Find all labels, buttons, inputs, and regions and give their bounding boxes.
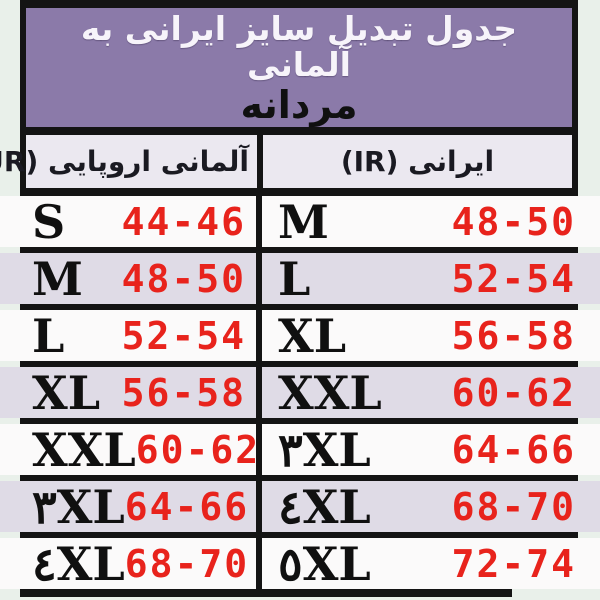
eur-cell: XL 56-58 <box>0 367 262 418</box>
ir-size-range: 52-54 <box>451 256 576 301</box>
ir-size-label: ٤XL <box>278 479 371 534</box>
ir-size-range: 72-74 <box>451 541 576 586</box>
eur-size-label: L <box>32 308 65 363</box>
row-divider <box>20 418 578 424</box>
row-divider <box>20 532 578 538</box>
ir-size-range: 48-50 <box>451 199 576 244</box>
table-row: M 48-50 L 52-54 <box>0 253 600 304</box>
table-row: ٤XL 68-70 ٥XL 72-74 <box>0 538 600 589</box>
page-title: جدول تبدیل سایز ایرانی به آلمانی <box>80 8 518 85</box>
ir-size-range: 68-70 <box>451 484 576 529</box>
eur-size-range: 60-62 <box>135 427 261 472</box>
ir-cell: ۳XL 64-66 <box>262 424 600 475</box>
eur-cell: M 48-50 <box>0 253 262 304</box>
table-row: L 52-54 XL 56-58 <box>0 310 600 361</box>
table-row: ۳XL 64-66 ٤XL 68-70 <box>0 481 600 532</box>
row-divider <box>20 304 578 310</box>
ir-size-label: ۳XL <box>278 422 371 477</box>
eur-cell: S 44-46 <box>0 196 262 247</box>
ir-size-label: M <box>278 194 329 249</box>
ir-size-label: XXL <box>278 365 382 420</box>
eur-size-label: S <box>32 194 66 249</box>
ir-cell: ٤XL 68-70 <box>262 481 600 532</box>
ir-cell: ٥XL 72-74 <box>262 538 600 589</box>
ir-size-range: 60-62 <box>451 370 576 415</box>
subtitle-mens: مردانه <box>240 83 358 128</box>
eur-size-range: 48-50 <box>121 256 246 301</box>
table-row: S 44-46 M 48-50 <box>0 196 600 247</box>
eur-cell: ٤XL 68-70 <box>0 538 262 589</box>
row-divider <box>20 475 578 481</box>
table-row: XXL 60-62 ۳XL 64-66 <box>0 424 600 475</box>
column-headers: آلمانی اروپایی (EUR) ایرانی (IR) <box>0 127 578 196</box>
ir-size-range: 56-58 <box>451 313 576 358</box>
ir-cell: XL 56-58 <box>262 310 600 361</box>
row-divider <box>20 361 578 367</box>
eur-cell: XXL 60-62 <box>0 424 262 475</box>
title-banner: جدول تبدیل سایز ایرانی به آلمانی مردانه <box>20 0 578 127</box>
eur-size-range: 64-66 <box>124 484 250 529</box>
ir-size-label: ٥XL <box>278 536 371 591</box>
header-eur-column: آلمانی اروپایی (EUR) <box>0 135 263 188</box>
eur-size-label: ۳XL <box>32 479 125 534</box>
eur-size-label: M <box>32 251 83 306</box>
ir-size-range: 64-66 <box>451 427 576 472</box>
ir-size-label: XL <box>278 308 347 363</box>
row-divider <box>20 247 578 253</box>
table-bottom-border <box>20 589 512 597</box>
eur-size-range: 56-58 <box>121 370 246 415</box>
eur-size-range: 52-54 <box>121 313 246 358</box>
ir-size-label: L <box>278 251 311 306</box>
ir-cell: M 48-50 <box>262 196 600 247</box>
eur-size-label: XXL <box>32 422 136 477</box>
eur-cell: L 52-54 <box>0 310 262 361</box>
header-ir-column: ایرانی (IR) <box>340 145 495 178</box>
eur-cell: ۳XL 64-66 <box>0 481 262 532</box>
eur-size-range: 68-70 <box>124 541 250 586</box>
eur-size-range: 44-46 <box>121 199 246 244</box>
eur-size-label: ٤XL <box>32 536 125 591</box>
eur-size-label: XL <box>32 365 101 420</box>
table-row: XL 56-58 XXL 60-62 <box>0 367 600 418</box>
ir-cell: XXL 60-62 <box>262 367 600 418</box>
ir-cell: L 52-54 <box>262 253 600 304</box>
size-table-body: S 44-46 M 48-50 M 48-50 L 52-54 L 52-54 <box>0 196 600 597</box>
